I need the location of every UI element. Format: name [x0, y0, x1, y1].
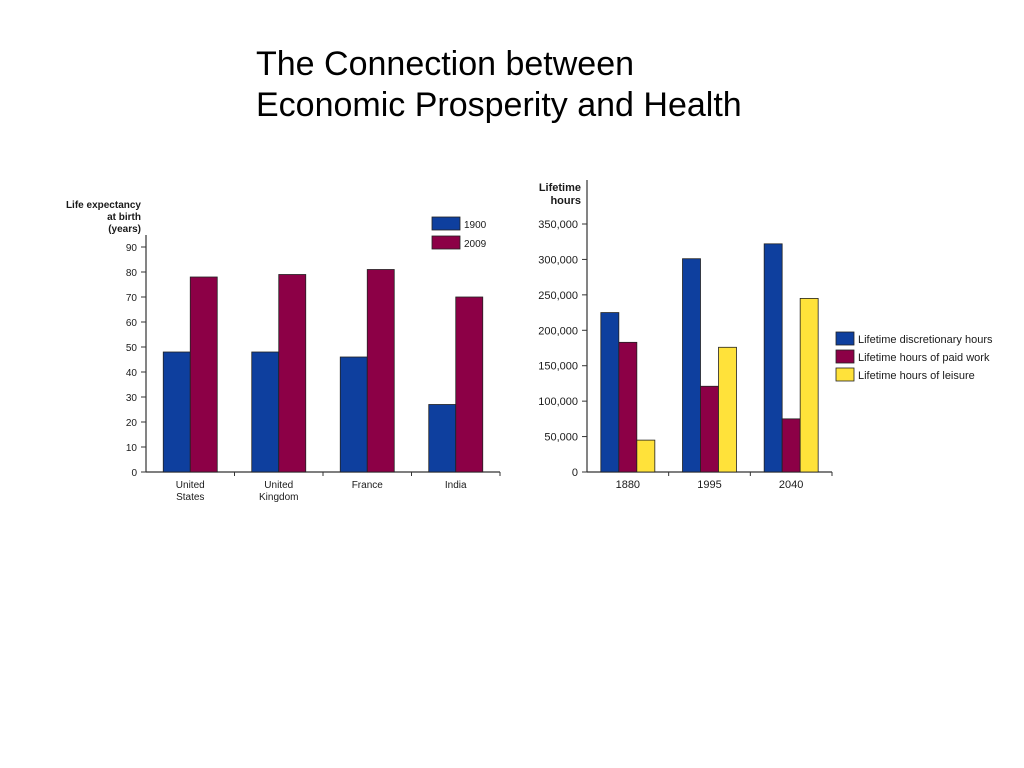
c1-legend-label: Lifetime hours of paid work [858, 352, 990, 364]
slide-title-line-1: The Connection between [256, 45, 635, 83]
c0-legend-label: 1900 [464, 220, 487, 231]
c1-bar [600, 312, 620, 473]
c0-y-tick-label: 60 [126, 318, 138, 329]
c1-bar [799, 297, 819, 473]
c0-y-tick-label: 0 [131, 468, 137, 479]
c1-y-axis-label: Lifetime [539, 182, 581, 194]
c0-category-label: Kingdom [259, 492, 298, 503]
c0-y-tick-label: 40 [126, 368, 138, 379]
c0-y-tick-label: 90 [126, 243, 138, 254]
c0-legend-swatch [431, 235, 461, 250]
slide-title: The Connection between Economic Prosperi… [256, 44, 956, 126]
c0-bar [428, 404, 457, 473]
c0-legend-label: 2009 [464, 239, 487, 250]
c0-bar [189, 276, 218, 473]
c0-bar [455, 296, 484, 473]
c0-y-tick-label: 10 [126, 443, 138, 454]
c1-category-label: 1995 [697, 479, 721, 491]
c0-y-axis-label: Life expectancy [66, 200, 141, 211]
c1-y-tick-label: 150,000 [538, 361, 578, 373]
c1-y-tick-label: 50,000 [544, 432, 578, 444]
c1-category-label: 1880 [616, 479, 640, 491]
c1-y-axis-label: hours [550, 195, 581, 207]
c1-bar [700, 385, 719, 473]
c0-bar [366, 269, 395, 473]
c1-bar [763, 243, 783, 473]
c0-y-axis-label: at birth [107, 212, 141, 223]
c0-category-label: United [264, 480, 293, 491]
c1-bar [781, 418, 801, 473]
c1-bar [682, 258, 701, 473]
c0-bar [339, 356, 368, 473]
c0-y-tick-label: 80 [126, 268, 138, 279]
c0-y-tick-label: 30 [126, 393, 138, 404]
c0-category-label: France [352, 480, 384, 491]
c0-category-label: India [445, 480, 467, 491]
c0-bar [251, 351, 280, 473]
c1-y-tick-label: 100,000 [538, 396, 578, 408]
c1-legend-swatch [835, 349, 855, 364]
c1-bar [618, 341, 638, 473]
c0-category-label: United [176, 480, 205, 491]
c1-legend-label: Lifetime discretionary hours [858, 334, 993, 346]
slide-title-line-2: Economic Prosperity and Health [256, 86, 742, 124]
c1-y-tick-label: 350,000 [538, 219, 578, 231]
c0-category-label: States [176, 492, 204, 503]
c0-y-axis-label: (years) [108, 224, 141, 235]
c1-legend-swatch [835, 367, 855, 382]
c0-y-tick-label: 20 [126, 418, 138, 429]
c0-bar [278, 274, 307, 473]
c0-bar [162, 351, 191, 473]
c1-bar [636, 439, 656, 473]
c1-bar [718, 346, 737, 473]
c1-y-tick-label: 200,000 [538, 325, 578, 337]
c1-y-tick-label: 250,000 [538, 290, 578, 302]
c0-y-tick-label: 70 [126, 293, 138, 304]
c0-y-tick-label: 50 [126, 343, 138, 354]
c1-category-label: 2040 [779, 479, 803, 491]
c0-legend-swatch [431, 216, 461, 231]
c1-legend-label: Lifetime hours of leisure [858, 370, 975, 382]
c1-y-tick-label: 0 [572, 467, 578, 479]
c1-legend-swatch [835, 331, 855, 346]
c1-y-tick-label: 300,000 [538, 254, 578, 266]
